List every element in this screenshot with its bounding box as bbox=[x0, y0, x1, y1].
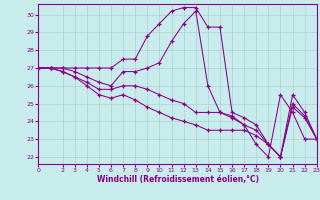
X-axis label: Windchill (Refroidissement éolien,°C): Windchill (Refroidissement éolien,°C) bbox=[97, 175, 259, 184]
